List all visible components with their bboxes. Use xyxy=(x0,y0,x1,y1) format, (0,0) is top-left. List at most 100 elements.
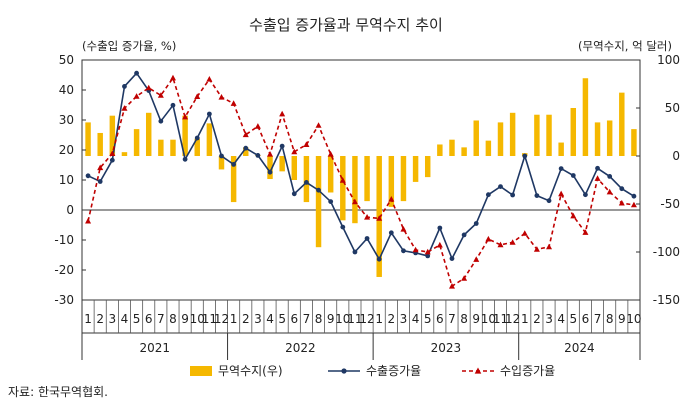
trade-balance-bar xyxy=(327,156,334,193)
export-growth-point xyxy=(595,165,600,171)
import-growth-point xyxy=(473,256,480,262)
left-tick-label: 40 xyxy=(59,83,74,97)
trade-balance-bar xyxy=(206,123,213,156)
month-label: 6 xyxy=(145,312,153,326)
export-growth-point xyxy=(219,153,224,159)
month-label: 4 xyxy=(557,312,565,326)
export-growth-point xyxy=(182,156,188,162)
month-label: 6 xyxy=(436,312,444,326)
month-label: 4 xyxy=(266,312,274,326)
legend: 무역수지(우) 수출증가율 수입증가율 xyxy=(190,364,555,378)
trade-balance-bar xyxy=(582,78,589,156)
month-label: 12 xyxy=(359,312,374,326)
import-growth-point xyxy=(400,226,407,232)
chart-title: 수출입 증가율과 무역수지 추이 xyxy=(249,16,443,34)
month-label: 11 xyxy=(202,312,217,326)
month-label: 9 xyxy=(472,312,480,326)
export-growth-point xyxy=(170,102,176,108)
trade-balance-bar xyxy=(631,129,637,156)
month-label: 9 xyxy=(618,312,626,326)
import-growth-point xyxy=(388,196,395,202)
import-growth-point xyxy=(206,76,213,82)
trade-balance-bar xyxy=(182,115,188,156)
import-growth-point xyxy=(364,214,371,220)
left-tick-label: 30 xyxy=(59,113,74,127)
trade-balance-bar xyxy=(303,156,310,203)
import-growth-point xyxy=(109,150,116,156)
export-growth-point xyxy=(255,153,261,158)
trade-balance-bar xyxy=(424,156,431,178)
import-growth-point xyxy=(412,246,419,253)
import-growth-point xyxy=(254,123,261,129)
import-growth-point xyxy=(558,190,565,197)
month-label: 3 xyxy=(254,312,262,326)
trade-balance-bar xyxy=(546,114,552,156)
export-growth-point xyxy=(267,169,273,175)
trade-balance-bar xyxy=(194,138,200,156)
export-growth-point xyxy=(122,84,127,89)
trade-balance-bar xyxy=(133,129,140,156)
import-growth-point xyxy=(97,164,104,171)
import-growth-point xyxy=(533,246,540,252)
month-label: 9 xyxy=(181,312,189,326)
year-label: 2021 xyxy=(140,341,171,355)
right-tick-label: -100 xyxy=(653,245,680,259)
import-growth-point xyxy=(182,113,189,120)
import-growth-point xyxy=(582,229,589,235)
export-growth-point xyxy=(583,192,588,198)
export-growth-point xyxy=(243,145,249,151)
left-tick-label: 20 xyxy=(59,143,74,157)
legend-export-marker xyxy=(341,368,347,374)
trade-balance-bar xyxy=(121,152,128,156)
month-label: 7 xyxy=(303,312,311,326)
import-growth-point xyxy=(461,275,468,281)
trade-balance-bar xyxy=(279,156,285,172)
export-growth-point xyxy=(231,162,237,167)
import-growth-point xyxy=(242,131,249,138)
right-tick-label: -150 xyxy=(653,293,680,307)
export-growth-point xyxy=(558,166,564,172)
export-growth-point xyxy=(619,186,625,192)
trade-balance-bar xyxy=(619,92,625,156)
import-growth-point xyxy=(485,235,492,242)
export-growth-point xyxy=(85,173,91,179)
left-tick-label: 50 xyxy=(59,53,74,67)
left-tick-label: 10 xyxy=(59,173,74,187)
right-tick-label: -50 xyxy=(660,197,680,211)
legend-import-marker xyxy=(474,367,482,374)
trade-balance-bar xyxy=(473,120,479,156)
import-growth-point xyxy=(267,151,274,157)
trade-balance-bar xyxy=(509,112,516,156)
export-growth-point xyxy=(485,192,491,198)
trade-balance-bar xyxy=(158,139,164,156)
month-label: 8 xyxy=(169,312,177,326)
month-label: 2 xyxy=(96,312,104,326)
export-growth-point xyxy=(304,180,309,185)
export-growth-point xyxy=(388,230,394,236)
import-growth-point xyxy=(436,241,443,248)
trade-balance-bar xyxy=(170,139,176,156)
export-growth-point xyxy=(194,135,200,141)
month-label: 1 xyxy=(521,312,529,326)
growth-lines xyxy=(85,70,637,289)
import-growth-point xyxy=(351,198,358,205)
export-growth-point xyxy=(328,199,334,205)
export-growth-point xyxy=(97,179,103,184)
month-label: 11 xyxy=(347,312,362,326)
import-growth-point xyxy=(194,93,201,99)
export-growth-point xyxy=(510,192,516,198)
export-growth-point xyxy=(437,225,443,231)
trade-balance-bar xyxy=(534,114,540,156)
import-growth-point xyxy=(521,230,528,236)
export-growth-point xyxy=(279,143,285,149)
month-label: 3 xyxy=(400,312,408,326)
import-growth-point xyxy=(230,100,237,106)
year-label: 2022 xyxy=(285,341,316,355)
right-tick-label: 0 xyxy=(672,149,680,163)
import-growth-point xyxy=(291,148,298,155)
import-growth-point xyxy=(327,151,334,157)
trade-balance-bar xyxy=(558,142,564,156)
trade-balance-bar xyxy=(437,144,443,156)
import-growth-point xyxy=(497,241,504,248)
month-label: 4 xyxy=(121,312,129,326)
